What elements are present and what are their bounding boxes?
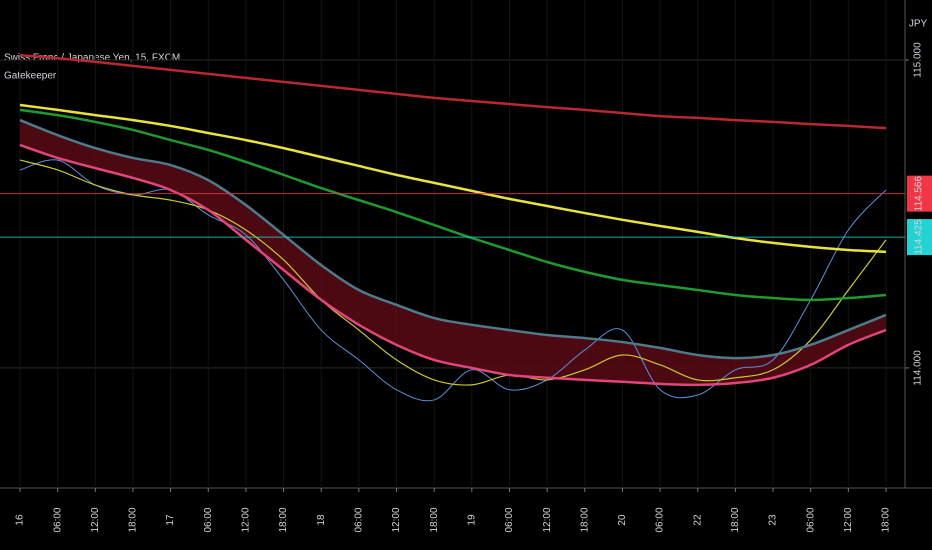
series-line <box>19 103 887 254</box>
y-tick-label: 115.000 <box>913 42 924 78</box>
x-tick-label: 23 <box>768 514 779 526</box>
chart-title: Swiss Franc / Japanese Yen, 15, FXCM <box>4 53 180 64</box>
x-tick-label: 19 <box>466 514 477 526</box>
x-tick-label: 22 <box>692 514 703 526</box>
x-tick-label: 06:00 <box>354 507 365 532</box>
series-line <box>19 143 887 387</box>
x-tick-label: 12:00 <box>241 507 252 532</box>
currency-label: JPY <box>909 19 928 30</box>
series-line <box>19 159 887 386</box>
x-tick-label: 06:00 <box>504 507 515 532</box>
x-tick-label: 18:00 <box>278 507 289 532</box>
series-line <box>19 108 887 302</box>
plot-area <box>0 0 905 488</box>
x-tick-label: 16 <box>15 514 26 526</box>
price-tag <box>907 219 932 256</box>
x-tick-label: 20 <box>617 514 628 526</box>
series-line <box>19 118 887 360</box>
x-tick-label: 06:00 <box>52 507 63 532</box>
x-tick-label: 18:00 <box>881 507 892 532</box>
x-tick-label: 06:00 <box>203 507 214 532</box>
x-tick-label: 18:00 <box>730 507 741 532</box>
x-tick-label: 06:00 <box>805 507 816 532</box>
price-axis <box>905 0 932 550</box>
x-tick-label: 06:00 <box>655 507 666 532</box>
indicator-name: Gatekeeper <box>4 71 57 82</box>
series-line <box>19 53 887 130</box>
x-tick-label: 18:00 <box>128 507 139 532</box>
x-tick-label: 17 <box>165 514 176 526</box>
y-tick-label: 114.000 <box>913 350 924 386</box>
x-tick-label: 12:00 <box>391 507 402 532</box>
price-label: 114.566 <box>914 176 925 212</box>
cloud-band <box>20 120 886 385</box>
x-tick-label: 12:00 <box>542 507 553 532</box>
price-tag <box>907 175 932 212</box>
x-tick-label: 18:00 <box>579 507 590 532</box>
price-label: 114.425 <box>914 219 925 255</box>
x-tick-label: 18 <box>316 514 327 526</box>
x-tick-label: 18:00 <box>429 507 440 532</box>
x-tick-label: 12:00 <box>843 507 854 532</box>
x-tick-label: 12:00 <box>90 507 101 532</box>
